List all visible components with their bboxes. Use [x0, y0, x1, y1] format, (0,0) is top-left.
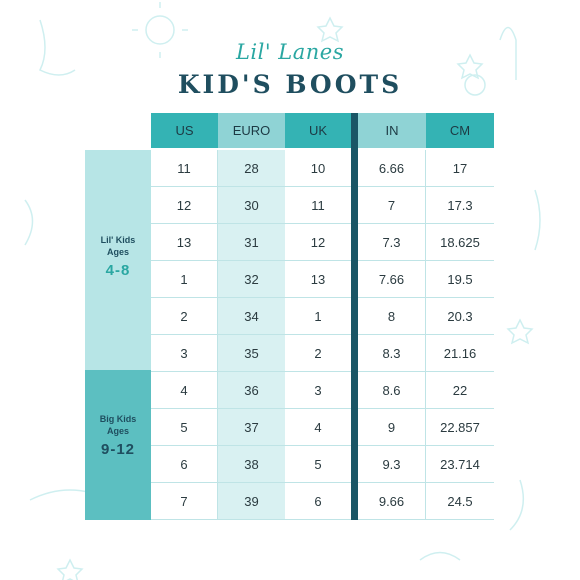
column-header-euro: EURO: [218, 113, 285, 148]
cell-cm: 20.3: [426, 298, 494, 335]
cell-us: 3: [151, 335, 218, 372]
cell-us: 6: [151, 446, 218, 483]
cell-uk: 10: [285, 150, 351, 187]
cell-euro: 34: [218, 298, 285, 335]
cell-in: 8.3: [358, 335, 426, 372]
group-big-kids-label-2: Ages: [106, 426, 129, 436]
cell-euro: 31: [218, 224, 285, 261]
cell-in: 7: [358, 187, 426, 224]
cell-euro: 36: [218, 372, 285, 409]
page-title: KID'S BOOTS: [177, 70, 403, 99]
group-big-kids: Big Kids Ages 9-12: [85, 370, 151, 520]
group-lil-kids-label-1: Lil' Kids: [100, 235, 136, 245]
cell-in: 8.6: [358, 372, 426, 409]
cell-in: 8: [358, 298, 426, 335]
table-row: 6 38 5 9.3 23.714: [151, 446, 494, 483]
group-lil-kids-label-2: Ages: [106, 247, 129, 257]
table-row: 2 34 1 8 20.3: [151, 298, 494, 335]
cell-cm: 17: [426, 150, 494, 187]
table-row: 3 35 2 8.3 21.16: [151, 335, 494, 372]
cell-cm: 21.16: [426, 335, 494, 372]
cell-euro: 32: [218, 261, 285, 298]
cell-us: 5: [151, 409, 218, 446]
cell-us: 4: [151, 372, 218, 409]
cell-cm: 17.3: [426, 187, 494, 224]
cell-cm: 24.5: [426, 483, 494, 520]
cell-uk: 4: [285, 409, 351, 446]
column-header-cm: CM: [426, 113, 494, 148]
cell-cm: 23.714: [426, 446, 494, 483]
cell-uk: 12: [285, 224, 351, 261]
table-row: 13 31 12 7.3 18.625: [151, 224, 494, 261]
cell-in: 9: [358, 409, 426, 446]
cell-uk: 11: [285, 187, 351, 224]
cell-us: 7: [151, 483, 218, 520]
cell-in: 7.66: [358, 261, 426, 298]
cell-us: 13: [151, 224, 218, 261]
cell-us: 11: [151, 150, 218, 187]
cell-in: 7.3: [358, 224, 426, 261]
cell-cm: 18.625: [426, 224, 494, 261]
cell-us: 2: [151, 298, 218, 335]
cell-uk: 13: [285, 261, 351, 298]
table-header-row: US EURO UK IN CM: [85, 113, 494, 148]
cell-in: 6.66: [358, 150, 426, 187]
group-big-kids-ages: 9-12: [100, 441, 136, 458]
group-big-kids-label-1: Big Kids: [99, 414, 137, 424]
column-header-in: IN: [358, 113, 426, 148]
brand-logo-text: Lil' Lanes: [235, 40, 345, 64]
cell-cm: 19.5: [426, 261, 494, 298]
cell-uk: 2: [285, 335, 351, 372]
cell-euro: 37: [218, 409, 285, 446]
table-row: 5 37 4 9 22.857: [151, 409, 494, 446]
cell-euro: 28: [218, 150, 285, 187]
cell-uk: 5: [285, 446, 351, 483]
cell-in: 9.3: [358, 446, 426, 483]
table-row: 1 32 13 7.66 19.5: [151, 261, 494, 298]
cell-uk: 6: [285, 483, 351, 520]
table-row: 12 30 11 7 17.3: [151, 187, 494, 224]
cell-uk: 1: [285, 298, 351, 335]
cell-in: 9.66: [358, 483, 426, 520]
cell-euro: 39: [218, 483, 285, 520]
cell-uk: 3: [285, 372, 351, 409]
column-header-us: US: [151, 113, 218, 148]
table-row: 11 28 10 6.66 17: [151, 150, 494, 187]
table-row: 7 39 6 9.66 24.5: [151, 483, 494, 520]
cell-us: 12: [151, 187, 218, 224]
group-lil-kids-ages: 4-8: [105, 262, 131, 279]
table-row: 4 36 3 8.6 22: [151, 372, 494, 409]
cell-cm: 22: [426, 372, 494, 409]
cell-euro: 35: [218, 335, 285, 372]
column-header-uk: UK: [285, 113, 351, 148]
cell-euro: 38: [218, 446, 285, 483]
cell-us: 1: [151, 261, 218, 298]
cell-euro: 30: [218, 187, 285, 224]
column-divider: [351, 113, 358, 520]
group-lil-kids: Lil' Kids Ages 4-8: [85, 150, 151, 370]
size-chart-table: US EURO UK IN CM Lil' Kids Ages 4-8 Big …: [85, 113, 494, 520]
cell-cm: 22.857: [426, 409, 494, 446]
